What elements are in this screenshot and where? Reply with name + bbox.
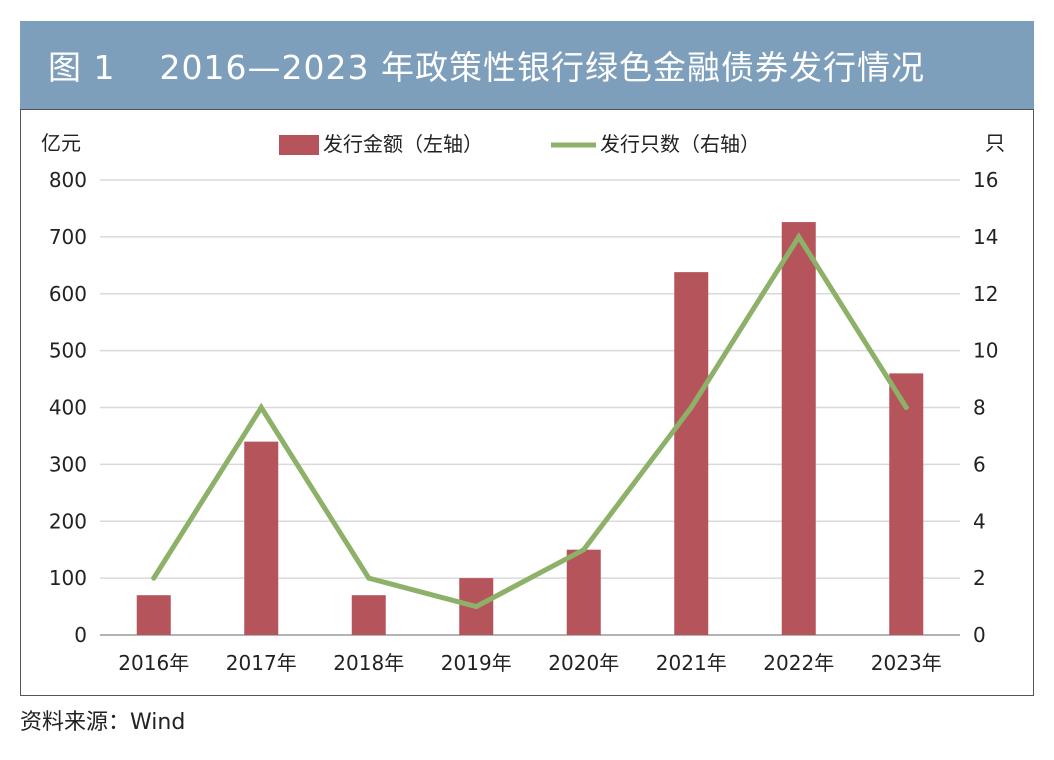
right-axis-tick-label: 10 — [973, 339, 998, 363]
line-point-2022年 — [796, 234, 802, 240]
figure-title: 2016—2023 年政策性银行绿色金融债券发行情况 — [159, 48, 925, 87]
legend-bar-swatch — [279, 135, 319, 155]
x-axis-tick-label: 2016年 — [118, 651, 189, 675]
left-axis-tick-label: 700 — [49, 225, 87, 249]
left-axis-tick-label: 200 — [49, 509, 87, 533]
bar-2022年 — [781, 222, 816, 635]
right-axis-tick-label: 6 — [973, 452, 986, 476]
right-axis-tick-label: 8 — [973, 396, 986, 420]
chart: 亿元 只 发行金额（左轴） 发行只数（右轴） 01002003004005006… — [41, 131, 1005, 675]
right-axis-unit: 只 — [985, 131, 1005, 155]
right-axis-tick-label: 2 — [973, 566, 986, 590]
x-axis-tick-label: 2023年 — [871, 651, 942, 675]
figure-title-bar: 图 1 2016—2023 年政策性银行绿色金融债券发行情况 — [20, 21, 1034, 109]
line-point-2021年 — [688, 405, 694, 410]
line-series — [151, 232, 909, 610]
x-axis-tick-label: 2020年 — [548, 651, 619, 675]
bar-2020年 — [566, 549, 601, 635]
bar-2016年 — [136, 595, 171, 635]
x-axis-tick-label: 2019年 — [441, 651, 512, 675]
right-axis-tick-label: 16 — [973, 168, 998, 192]
left-axis-tick-label: 600 — [49, 282, 87, 306]
left-axis-unit: 亿元 — [41, 131, 81, 155]
left-axis-tick-label: 800 — [49, 168, 87, 192]
left-axis-tick-label: 100 — [49, 566, 87, 590]
left-axis-tick-label: 0 — [74, 623, 87, 647]
bar-2021年 — [674, 272, 709, 635]
source-note: 资料来源：Wind — [20, 710, 186, 735]
line-point-2016年 — [151, 575, 157, 581]
legend-bar-label: 发行金额（左轴） — [323, 132, 483, 156]
x-axis-tick-label: 2022年 — [763, 651, 834, 675]
right-axis-tick-label: 0 — [973, 623, 986, 647]
line-point-2018年 — [366, 575, 372, 581]
right-axis-tick-label: 4 — [973, 509, 986, 533]
bar-series — [136, 222, 924, 635]
left-axis-tick-label: 400 — [49, 396, 87, 420]
x-axis-ticks: 2016年 2017年 2018年 2019年 2020年 2021年 2022年 2023年 — [118, 651, 941, 675]
line-point-2023年 — [903, 405, 909, 410]
right-axis-tick-label: 12 — [973, 282, 998, 306]
bar-2023年 — [889, 373, 924, 635]
legend-line-label: 发行只数（右轴） — [600, 132, 760, 156]
bar-2017年 — [244, 441, 279, 635]
legend: 发行金额（左轴） 发行只数（右轴） — [279, 132, 760, 156]
chart-frame: 亿元 只 发行金额（左轴） 发行只数（右轴） 0 100 200 300 400 500 6… — [20, 109, 1034, 696]
line-point-2020年 — [581, 547, 587, 553]
left-axis-ticks: 0 100 200 300 400 500 600 700 800 — [49, 168, 87, 647]
figure-number: 图 1 — [48, 48, 116, 87]
gridlines — [100, 179, 960, 636]
right-axis-ticks: 0 2 4 6 8 10 12 14 16 — [973, 168, 998, 647]
x-axis-tick-label: 2018年 — [333, 651, 404, 675]
left-axis-tick-label: 500 — [49, 339, 87, 363]
line-point-2019年 — [473, 604, 479, 610]
bar-2018年 — [351, 595, 386, 635]
line-point-2017年 — [258, 405, 264, 410]
x-axis-tick-label: 2017年 — [226, 651, 297, 675]
right-axis-tick-label: 14 — [973, 225, 998, 249]
left-axis-tick-label: 300 — [49, 452, 87, 476]
x-axis-tick-label: 2021年 — [656, 651, 727, 675]
count-line — [151, 232, 909, 610]
